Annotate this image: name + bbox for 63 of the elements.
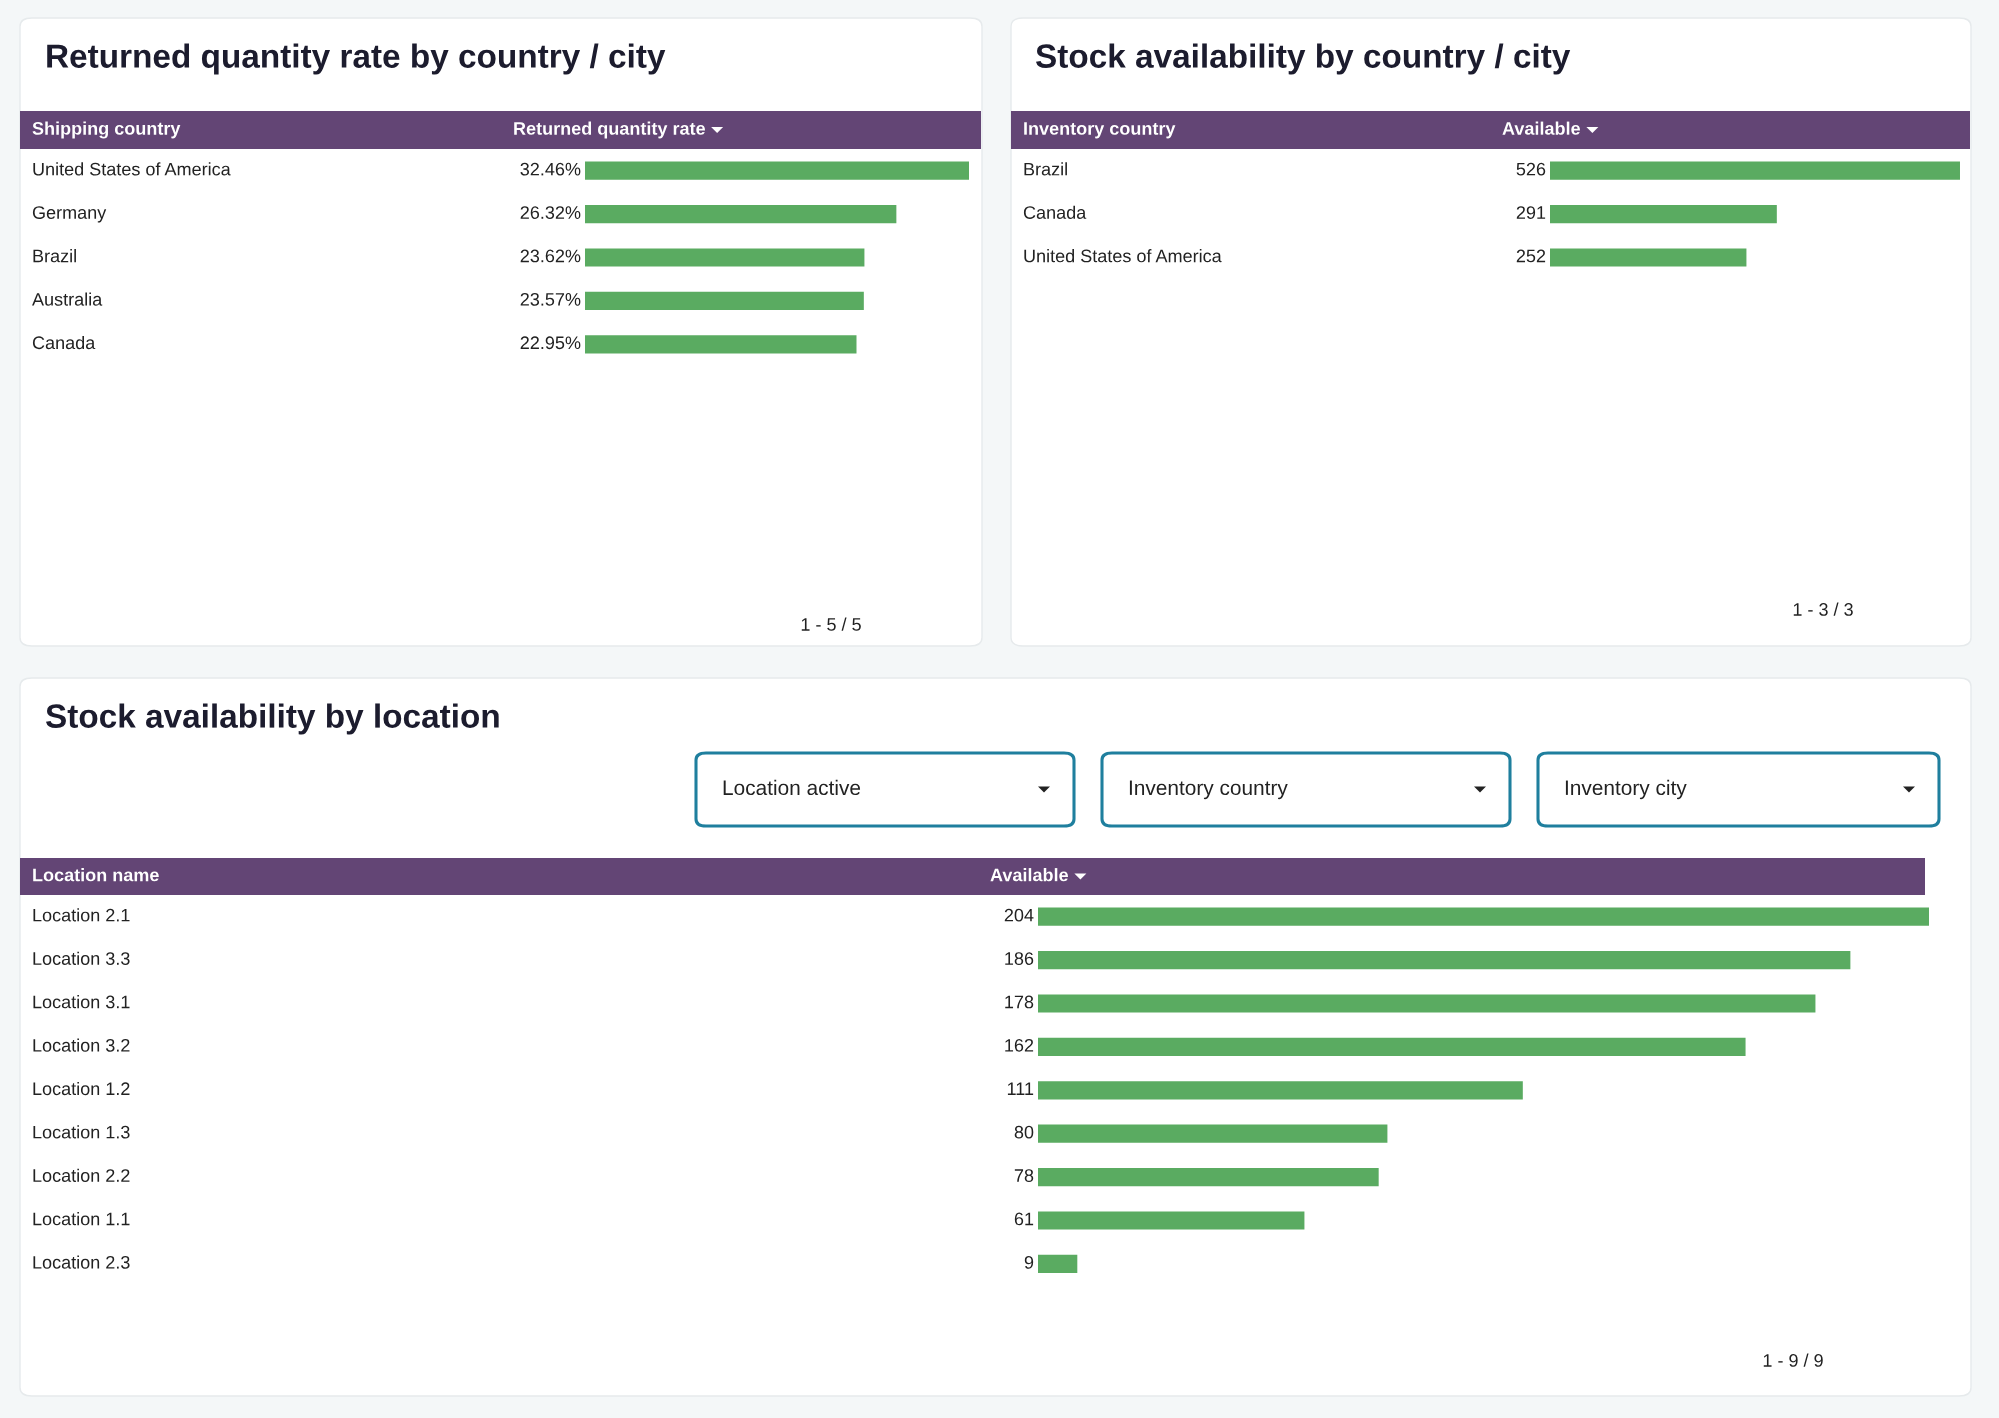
data-label: 22.95%	[520, 336, 581, 350]
text: 1 - 3 / 3	[1793, 602, 1853, 616]
y-tick-label: Location 3.2	[33, 1038, 130, 1052]
y-tick-label: Location 2.3	[33, 1255, 130, 1269]
bar	[585, 204, 897, 224]
data-label: 111	[1007, 1082, 1034, 1095]
chart-title: Returned quantity rate by country / city	[47, 43, 666, 75]
y-axis-title: Shipping country	[32, 121, 181, 139]
data-label: 78	[1014, 1169, 1034, 1182]
y-tick-label: United States of America	[1024, 249, 1222, 263]
x-axis-title: Available	[1502, 121, 1580, 135]
x-axis-title: Available	[990, 868, 1068, 882]
y-tick-label: Location 1.3	[33, 1125, 130, 1139]
bar	[1038, 907, 1929, 926]
bar	[1038, 1254, 1078, 1274]
bar	[585, 248, 865, 267]
chart-title: Stock availability by country / city	[1035, 43, 1571, 75]
bar	[1038, 1037, 1746, 1057]
y-tick-label: United States of America	[33, 162, 231, 176]
y-tick-label: Canada	[1023, 205, 1087, 219]
data-label: 9	[1024, 1255, 1034, 1269]
bar	[1038, 994, 1816, 1013]
y-tick-label: Location 1.1	[33, 1212, 130, 1226]
data-label: 80	[1014, 1125, 1034, 1139]
data-label: 26.32%	[520, 206, 581, 219]
y-tick-label: Location 1.2	[33, 1081, 130, 1096]
y-tick-label: Brazil	[1024, 162, 1067, 176]
text: Stock availability by location	[45, 703, 499, 735]
data-label: 32.46%	[520, 162, 581, 176]
text: Inventory country	[1129, 780, 1288, 800]
bar	[585, 161, 969, 180]
bar	[585, 335, 857, 354]
data-label: 162	[1005, 1038, 1034, 1052]
data-label: 291	[1516, 206, 1546, 219]
data-label: 61	[1014, 1212, 1034, 1226]
data-label: 526	[1516, 162, 1546, 176]
y-tick-label: Location 3.1	[33, 995, 130, 1009]
y-tick-label: Australia	[32, 292, 103, 306]
data-label: 204	[1004, 908, 1034, 922]
y-tick-label: Canada	[32, 335, 96, 350]
data-label: 23.62%	[520, 249, 581, 263]
text: 1 - 9 / 9	[1763, 1353, 1823, 1367]
data-label: 186	[1005, 952, 1034, 965]
data-label: 252	[1516, 249, 1546, 263]
bar	[1038, 1211, 1305, 1230]
data-label: 23.57%	[520, 292, 581, 306]
bar	[1038, 950, 1851, 970]
y-tick-label: Brazil	[33, 249, 76, 263]
text: Location active	[723, 779, 861, 796]
bar	[1038, 1167, 1379, 1187]
bar	[1038, 1124, 1388, 1143]
y-axis-title: Inventory country	[1024, 122, 1176, 139]
y-axis-title: Location name	[33, 868, 159, 882]
text: 1 - 5 / 5	[801, 617, 861, 631]
data-label: 178	[1005, 995, 1034, 1009]
y-tick-label: Location 2.2	[33, 1168, 130, 1182]
bar	[1038, 1081, 1523, 1100]
y-tick-label: Location 2.1	[33, 908, 130, 922]
x-axis-title: Returned quantity rate	[514, 121, 705, 139]
y-tick-label: Location 3.3	[33, 951, 130, 965]
bar	[585, 291, 864, 311]
text: Inventory city	[1565, 779, 1687, 800]
y-tick-label: Germany	[32, 206, 107, 223]
